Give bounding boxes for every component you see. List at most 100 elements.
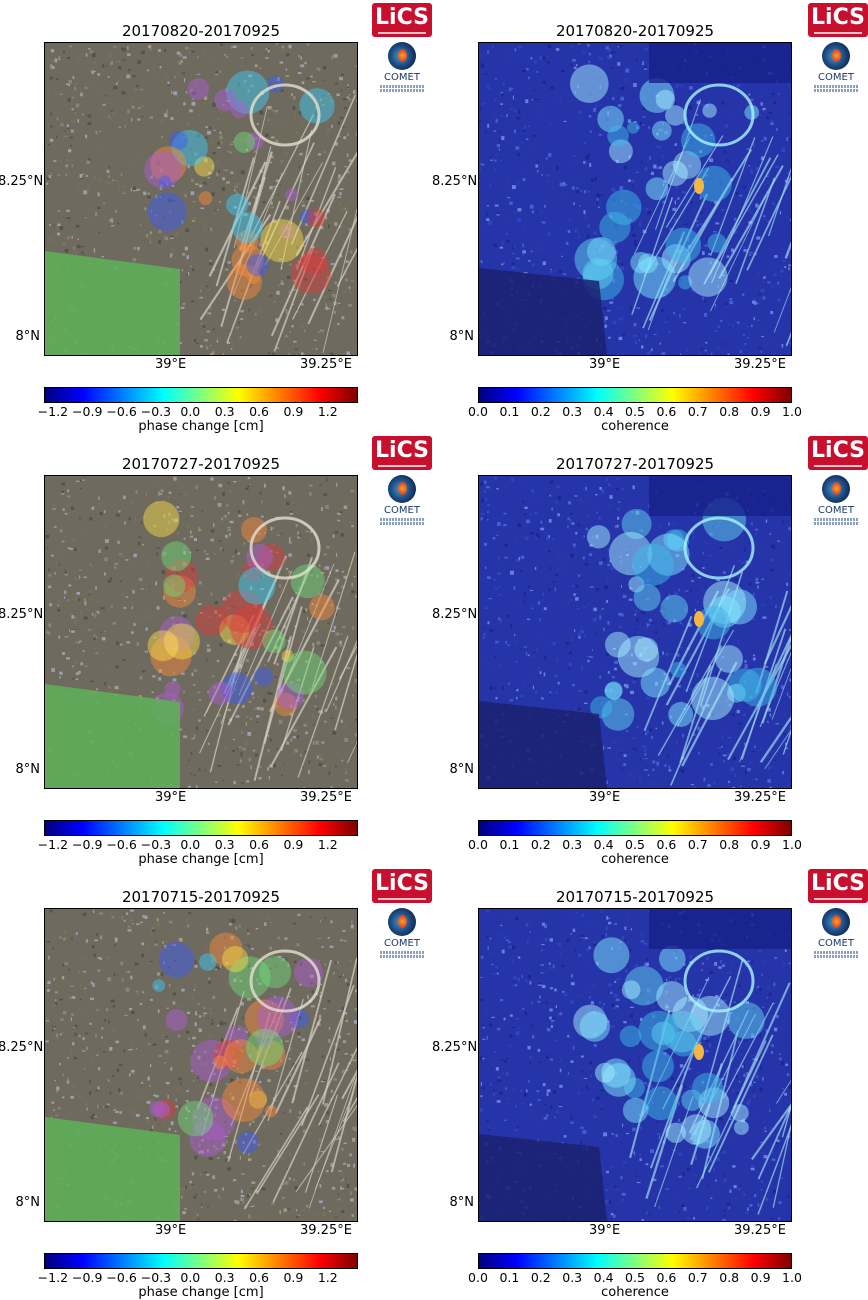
colorbar-tick-label: 0.6 bbox=[249, 1271, 269, 1284]
colorbar-tick-label: 0.5 bbox=[625, 405, 645, 418]
comet-logo: COMET bbox=[808, 42, 864, 98]
colorbar-tick-label: 1.0 bbox=[782, 1271, 802, 1284]
map-frame bbox=[44, 42, 358, 356]
y-tick-label: 8°N bbox=[0, 1196, 40, 1210]
colorbar-tick-label: 0.0 bbox=[468, 1271, 488, 1284]
colorbar-tick-label: −0.9 bbox=[72, 1271, 102, 1284]
x-tick-label: 39°E bbox=[589, 1224, 620, 1238]
lics-logo: LiCS bbox=[808, 869, 868, 903]
y-tick-label: 8.25°N bbox=[432, 1041, 474, 1055]
x-tick-label: 39.25°E bbox=[300, 791, 352, 805]
colorbar-tick-label: 0.6 bbox=[249, 405, 269, 418]
colorbar-tick-label: 0.9 bbox=[283, 838, 303, 851]
lics-logo-strip bbox=[378, 898, 426, 900]
comet-logo-text: COMET bbox=[374, 938, 430, 950]
panel-title: 20170715-20170925 bbox=[556, 889, 714, 906]
colorbar-tick-label: 0.9 bbox=[283, 1271, 303, 1284]
colorbar-tick-label: 0.9 bbox=[283, 405, 303, 418]
colorbar-label: coherence bbox=[601, 420, 669, 434]
coherence-colorbar bbox=[478, 820, 792, 836]
lics-logo-text: LiCS bbox=[811, 871, 865, 896]
colorbar-tick-label: 0.3 bbox=[215, 405, 235, 418]
colorbar-tick-label: 0.8 bbox=[719, 405, 739, 418]
colorbar-tick-label: 0.1 bbox=[499, 405, 519, 418]
colorbar-tick-label: 0.4 bbox=[594, 838, 614, 851]
colorbar-tick-label: 0.2 bbox=[531, 405, 551, 418]
lics-logo-text: LiCS bbox=[811, 438, 865, 463]
colorbar-tick-label: −1.2 bbox=[38, 1271, 68, 1284]
colorbar-tick-label: −0.3 bbox=[141, 405, 171, 418]
colorbar-tick-label: 0.6 bbox=[656, 405, 676, 418]
comet-fine-print bbox=[380, 89, 424, 92]
colorbar-tick-label: −1.2 bbox=[38, 405, 68, 418]
y-tick-label: 8°N bbox=[432, 330, 474, 344]
lics-logo-strip bbox=[378, 465, 426, 467]
panel-title: 20170820-20170925 bbox=[556, 23, 714, 40]
lics-logo-strip bbox=[814, 898, 862, 900]
colorbar-tick-label: 0.3 bbox=[562, 838, 582, 851]
x-tick-label: 39°E bbox=[589, 791, 620, 805]
coherence-colorbar bbox=[478, 1253, 792, 1269]
colorbar-tick-label: 0.5 bbox=[625, 838, 645, 851]
x-tick-label: 39.25°E bbox=[734, 1224, 786, 1238]
comet-fine-print bbox=[380, 955, 424, 958]
y-tick-label: 8°N bbox=[432, 763, 474, 777]
colorbar-tick-label: 0.1 bbox=[499, 838, 519, 851]
panel-title: 20170727-20170925 bbox=[556, 456, 714, 473]
comet-logo: COMET bbox=[374, 908, 430, 964]
colorbar-tick-label: −0.9 bbox=[72, 405, 102, 418]
colorbar-tick-label: 1.0 bbox=[782, 405, 802, 418]
comet-fine-print bbox=[380, 518, 424, 521]
lics-logo: LiCS bbox=[808, 436, 868, 470]
colorbar-tick-label: 0.1 bbox=[499, 1271, 519, 1284]
colorbar-tick-label: 0.0 bbox=[180, 1271, 200, 1284]
panel-title: 20170727-20170925 bbox=[122, 456, 280, 473]
colorbar-tick-label: 0.9 bbox=[751, 838, 771, 851]
x-tick-label: 39°E bbox=[589, 358, 620, 372]
lics-logo: LiCS bbox=[372, 436, 432, 470]
map-frame bbox=[44, 908, 358, 1222]
colorbar-tick-label: 0.3 bbox=[562, 405, 582, 418]
lics-logo: LiCS bbox=[372, 3, 432, 37]
phase-map-image bbox=[45, 476, 357, 788]
y-tick-label: 8.25°N bbox=[0, 175, 40, 189]
colorbar-tick-label: −0.3 bbox=[141, 1271, 171, 1284]
lics-logo: LiCS bbox=[372, 869, 432, 903]
colorbar-label: coherence bbox=[601, 853, 669, 867]
comet-emblem-icon bbox=[388, 42, 416, 70]
phase-map-image bbox=[45, 909, 357, 1221]
colorbar-tick-label: 0.3 bbox=[562, 1271, 582, 1284]
colorbar-tick-label: 0.7 bbox=[688, 405, 708, 418]
colorbar-label: phase change [cm] bbox=[138, 420, 263, 434]
map-frame bbox=[478, 908, 792, 1222]
x-tick-label: 39.25°E bbox=[300, 358, 352, 372]
colorbar-tick-label: 0.7 bbox=[688, 838, 708, 851]
y-tick-label: 8.25°N bbox=[432, 608, 474, 622]
comet-emblem-icon bbox=[388, 908, 416, 936]
colorbar-tick-label: 0.2 bbox=[531, 838, 551, 851]
colorbar-label: coherence bbox=[601, 1286, 669, 1300]
comet-fine-print bbox=[814, 89, 858, 92]
x-tick-label: 39°E bbox=[155, 358, 186, 372]
colorbar-tick-label: 1.2 bbox=[318, 838, 338, 851]
colorbar-tick-label: 0.5 bbox=[625, 1271, 645, 1284]
x-tick-label: 39.25°E bbox=[300, 1224, 352, 1238]
lics-logo-strip bbox=[378, 32, 426, 34]
colorbar-tick-label: 0.8 bbox=[719, 1271, 739, 1284]
phase-colorbar bbox=[44, 1253, 358, 1269]
coherence-map-image bbox=[479, 909, 791, 1221]
colorbar-label: phase change [cm] bbox=[138, 1286, 263, 1300]
comet-fine-print bbox=[380, 522, 424, 525]
y-tick-label: 8.25°N bbox=[0, 608, 40, 622]
y-tick-label: 8°N bbox=[432, 1196, 474, 1210]
colorbar-tick-label: −1.2 bbox=[38, 838, 68, 851]
colorbar-tick-label: 0.0 bbox=[180, 405, 200, 418]
colorbar-tick-label: 0.6 bbox=[249, 838, 269, 851]
y-tick-label: 8°N bbox=[0, 330, 40, 344]
colorbar-tick-label: 0.0 bbox=[180, 838, 200, 851]
colorbar-tick-label: 0.7 bbox=[688, 1271, 708, 1284]
colorbar-tick-label: −0.9 bbox=[72, 838, 102, 851]
comet-logo-text: COMET bbox=[808, 938, 864, 950]
